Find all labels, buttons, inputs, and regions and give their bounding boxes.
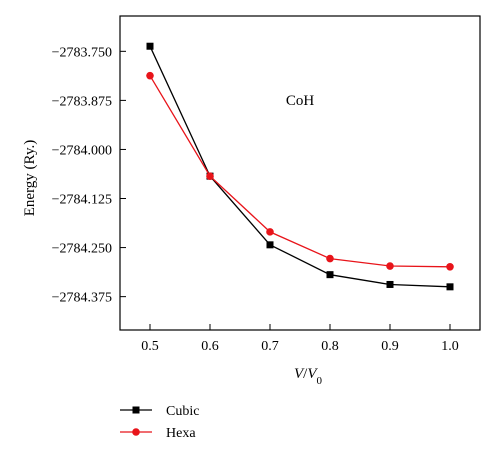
x-tick-label: 0.9 [381, 339, 399, 354]
data-point-cubic [326, 271, 334, 279]
x-axis-ticks: 0.5 0.6 0.7 0.8 0.9 1.0 [141, 324, 459, 354]
legend: Cubic Hexa [120, 404, 199, 441]
x-tick-label: 0.8 [321, 339, 339, 354]
plot-frame [119, 15, 481, 331]
series-layer [146, 42, 454, 291]
y-tick-label: −2784.250 [52, 242, 112, 257]
data-point-hexa [386, 262, 394, 270]
legend-marker-hexa [132, 428, 140, 436]
y-tick-label: −2784.000 [52, 143, 112, 158]
x-tick-label: 0.5 [141, 339, 159, 354]
data-point-hexa [206, 172, 214, 180]
y-tick-label: −2784.375 [52, 291, 112, 306]
series-line-hexa [149, 75, 451, 268]
y-tick-label: −2784.125 [52, 193, 112, 208]
x-tick-label: 1.0 [441, 339, 459, 354]
x-tick-label: 0.6 [201, 339, 219, 354]
data-point-cubic [386, 280, 394, 288]
data-point-hexa [146, 71, 154, 80]
data-point-cubic [146, 42, 154, 50]
legend-label-hexa: Hexa [166, 426, 196, 441]
plot-area: 0.5 0.6 0.7 0.8 0.9 1.0 −2783.750−2783.875−27… [52, 15, 481, 354]
legend-item-cubic: Cubic [120, 404, 199, 419]
y-tick-label: −2783.750 [52, 45, 112, 60]
y-tick-label: −2783.875 [52, 94, 112, 109]
y-axis-title: Energy (Ry.) [22, 140, 38, 216]
data-point-hexa [326, 254, 334, 263]
legend-label-cubic: Cubic [166, 404, 199, 419]
x-axis-title-v: V [294, 366, 305, 382]
legend-marker-cubic [132, 406, 140, 414]
x-axis-title: V/V0 [294, 366, 323, 387]
series-line-cubic [149, 45, 451, 288]
legend-item-hexa: Hexa [120, 426, 196, 441]
x-axis-title-slash: / [303, 366, 308, 382]
data-point-hexa [266, 228, 274, 236]
x-axis-title-v0: V [307, 366, 318, 382]
x-tick-label: 0.7 [261, 339, 279, 354]
compound-annotation: CoH [286, 93, 315, 109]
data-point-hexa [446, 263, 454, 271]
x-axis-title-subscript: 0 [317, 375, 323, 387]
y-axis-ticks: −2783.750 −2783.875 −2784.000 −2784.125 −278… [52, 45, 126, 306]
data-point-cubic [446, 283, 454, 291]
data-point-cubic [266, 241, 274, 249]
